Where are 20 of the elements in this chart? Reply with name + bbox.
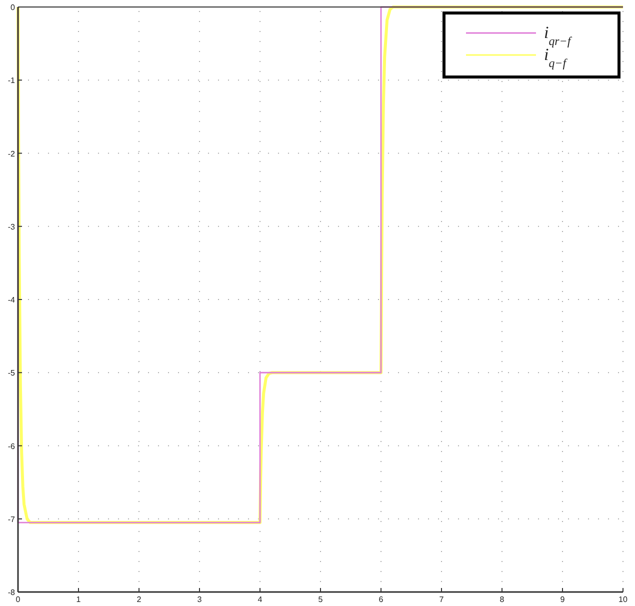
x-tick-label: 6 xyxy=(378,595,384,604)
y-tick-label: -5 xyxy=(8,368,16,378)
y-tick-label: -1 xyxy=(8,76,16,86)
y-tick-label: 0 xyxy=(10,3,16,12)
x-tick-label: 2 xyxy=(136,595,142,604)
y-tick-label: -6 xyxy=(8,442,16,451)
x-tick-label: 4 xyxy=(258,595,263,604)
y-tick-label: -4 xyxy=(8,296,16,304)
x-tick-label: 9 xyxy=(560,595,566,604)
x-tick-label: 7 xyxy=(439,595,444,604)
y-tick-label: -8 xyxy=(8,588,16,597)
x-tick-label: 5 xyxy=(318,595,324,604)
x-tick-label: 3 xyxy=(197,595,202,604)
x-tick-label: 1 xyxy=(76,595,82,604)
x-tick-label: 8 xyxy=(500,595,505,604)
y-tick-label: -3 xyxy=(8,222,16,232)
x-tick-label: 10 xyxy=(618,595,628,604)
y-tick-label: -7 xyxy=(8,514,16,524)
legend-label: i$_{qr−f}$ xyxy=(544,23,572,48)
y-tick-label: -2 xyxy=(8,149,16,158)
